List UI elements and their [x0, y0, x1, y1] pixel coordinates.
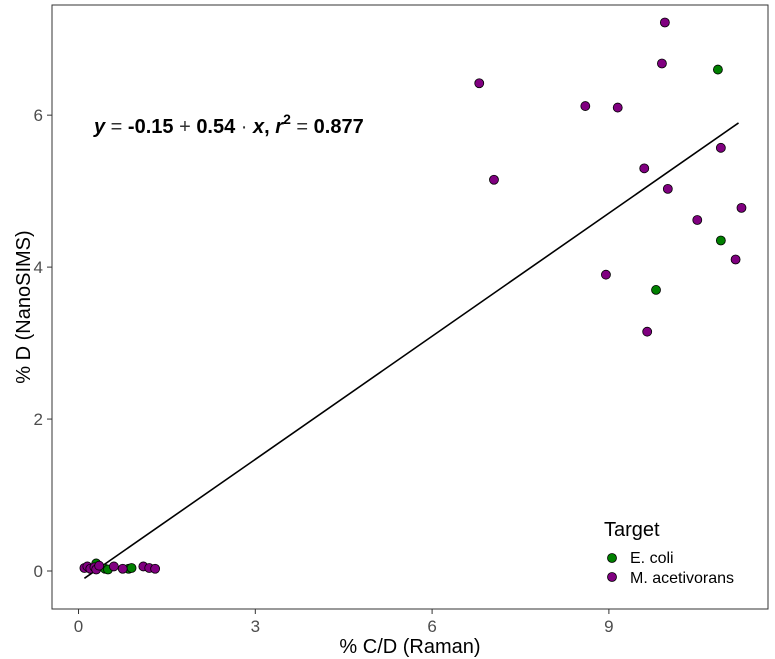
data-point-e-coli [715, 235, 726, 246]
data-point-m-acetivorans [108, 561, 119, 572]
plot-panel [51, 4, 769, 610]
eq-intercept: -0.15 [128, 116, 174, 138]
data-point-m-acetivorans [94, 560, 105, 571]
y-axis-ticks: 0 2 4 6 [34, 106, 52, 581]
legend-key-m-acetivorans [607, 572, 617, 582]
data-point-m-acetivorans [580, 101, 591, 111]
eq-equals-2: = [291, 116, 314, 138]
data-point-m-acetivorans [601, 269, 611, 280]
eq-slope: 0.54 [196, 116, 236, 138]
regression-line-group [83, 122, 739, 579]
legend-title: Target [604, 519, 660, 541]
legend-key-e-coli [607, 553, 617, 563]
x-tick-label: 9 [604, 617, 613, 636]
legend-label-m-acetivorans: M. acetivorans [630, 570, 734, 587]
data-point-e-coli [713, 64, 723, 75]
y-tick-label: 6 [34, 106, 43, 125]
data-point-m-acetivorans [659, 17, 670, 28]
eq-r2-value: 0.877 [314, 116, 364, 138]
data-point-m-acetivorans [642, 326, 653, 337]
eq-r-superscript: 2 [283, 111, 291, 127]
data-point-m-acetivorans [730, 254, 741, 265]
y-tick-label: 4 [34, 258, 43, 277]
data-point-e-coli [126, 563, 137, 573]
eq-equals: = [105, 116, 128, 138]
regression-line [83, 122, 739, 579]
data-point-m-acetivorans [612, 102, 623, 113]
data-point-m-acetivorans [657, 58, 667, 69]
eq-x: x [252, 116, 265, 138]
eq-comma: , [264, 116, 275, 138]
y-tick-label: 0 [34, 562, 43, 581]
legend: Target E. coli M. acetivorans [604, 519, 734, 587]
eq-plus: + [174, 116, 197, 138]
data-point-m-acetivorans [662, 183, 673, 194]
x-tick-label: 3 [251, 617, 260, 636]
data-point-m-acetivorans [489, 174, 499, 185]
x-axis-title: % C/D (Raman) [339, 636, 480, 658]
regression-equation: y = -0.15 + 0.54 · x, r2 = 0.877 [93, 111, 364, 138]
data-point-m-acetivorans [736, 202, 747, 213]
eq-y: y [93, 116, 106, 138]
data-point-m-acetivorans [150, 563, 161, 574]
x-axis-ticks: 0 3 6 9 [74, 609, 614, 636]
data-point-e-coli [651, 285, 661, 295]
data-point-m-acetivorans [692, 215, 703, 225]
data-point-m-acetivorans [715, 142, 726, 153]
eq-dot: · [235, 116, 253, 138]
x-tick-label: 0 [74, 617, 83, 636]
data-point-m-acetivorans [639, 163, 650, 174]
eq-r: r [275, 116, 284, 138]
x-tick-label: 6 [427, 617, 436, 636]
y-tick-label: 2 [34, 410, 43, 429]
data-point-m-acetivorans [117, 563, 128, 574]
data-points [79, 17, 747, 575]
y-axis-title: % D (NanoSIMS) [13, 230, 35, 383]
legend-label-e-coli: E. coli [630, 550, 674, 567]
data-point-m-acetivorans [474, 78, 485, 89]
